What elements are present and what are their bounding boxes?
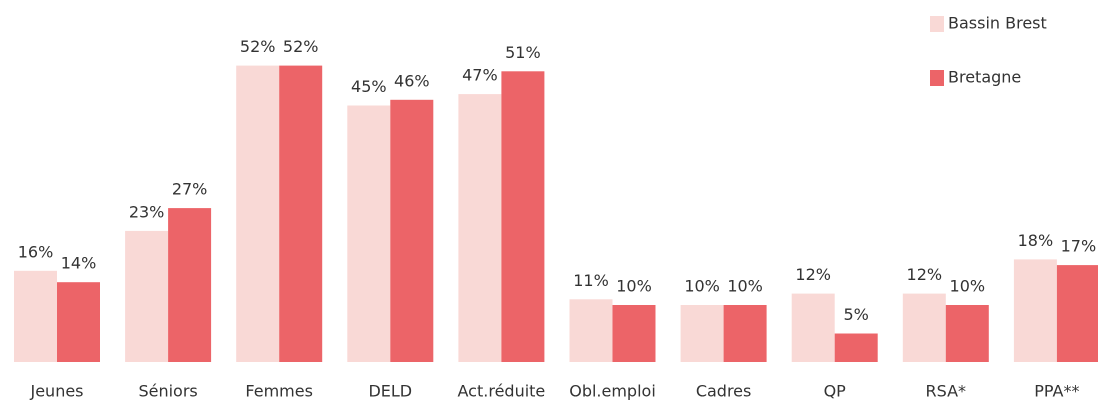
bar — [501, 71, 545, 363]
value-label: 16% — [18, 242, 54, 261]
x-tick-label: Femmes — [245, 382, 313, 401]
bar — [125, 230, 169, 362]
x-tick-label: Jeunes — [29, 382, 83, 401]
value-label: 10% — [727, 277, 763, 296]
value-label: 46% — [394, 71, 430, 90]
x-tick-label: Obl.emploi — [569, 382, 656, 401]
x-tick-label: Cadres — [696, 382, 752, 401]
value-label: 51% — [505, 43, 541, 62]
value-label: 27% — [172, 180, 208, 199]
bar — [945, 305, 989, 362]
bar — [612, 305, 656, 362]
legend-swatch — [930, 70, 944, 86]
value-label: 23% — [129, 202, 165, 221]
bar — [458, 94, 502, 362]
bar — [723, 305, 767, 362]
value-label: 14% — [61, 254, 97, 273]
bar — [236, 65, 280, 362]
x-tick-label: DELD — [368, 382, 412, 401]
bar — [279, 65, 323, 362]
bar — [680, 305, 724, 362]
bar — [57, 282, 100, 362]
x-tick-label: PPA** — [1034, 382, 1079, 401]
bar — [1056, 265, 1098, 362]
legend-label: Bassin Brest — [948, 14, 1047, 33]
value-label: 5% — [844, 305, 869, 324]
bar — [902, 293, 946, 362]
value-label: 52% — [283, 37, 319, 56]
bar — [791, 293, 835, 362]
legend-label: Bretagne — [948, 68, 1021, 87]
value-label: 10% — [616, 277, 652, 296]
value-label: 17% — [1061, 237, 1097, 256]
value-label: 52% — [240, 37, 276, 56]
value-label: 11% — [573, 271, 609, 290]
x-tick-label: RSA* — [926, 382, 967, 401]
bar — [1013, 259, 1057, 362]
value-label: 10% — [684, 277, 720, 296]
x-tick-label: QP — [824, 382, 847, 401]
bar — [834, 333, 878, 362]
value-label: 12% — [907, 265, 943, 284]
value-label: 18% — [1018, 231, 1054, 250]
value-label: 10% — [950, 277, 986, 296]
x-tick-label: Séniors — [138, 382, 197, 401]
bar — [168, 208, 212, 362]
value-label: 45% — [351, 77, 387, 96]
bar — [347, 105, 391, 362]
bar — [14, 270, 57, 362]
x-tick-label: Act.réduite — [458, 382, 546, 401]
value-label: 47% — [462, 66, 498, 85]
bar — [569, 299, 613, 362]
value-label: 12% — [795, 265, 831, 284]
legend-swatch — [930, 16, 944, 32]
bar — [390, 99, 434, 363]
